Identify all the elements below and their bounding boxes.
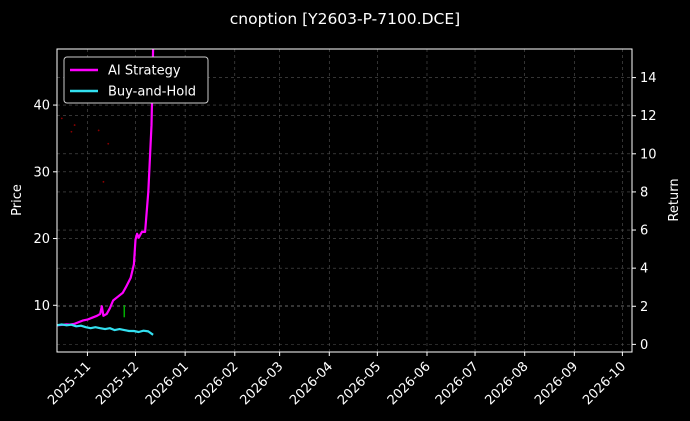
y2-tick-label: 6 <box>640 224 648 239</box>
y-tick-label: 40 <box>33 99 50 114</box>
y2-tick-label: 4 <box>640 262 648 277</box>
y-tick-label: 10 <box>33 299 50 314</box>
price-marker <box>70 130 73 133</box>
y2-tick-label: 8 <box>640 185 648 200</box>
series-line-ai-strategy <box>57 49 155 327</box>
chart-title: cnoption [Y2603-P-7100.DCE] <box>230 10 460 28</box>
series-line-buy-and-hold <box>57 323 154 336</box>
y-axis-label: Price <box>10 184 25 216</box>
y2-axis-label: Return <box>667 178 682 221</box>
price-marker <box>102 180 105 183</box>
legend-box <box>63 56 209 104</box>
y2-tick-label: 10 <box>640 147 657 162</box>
plot-frame <box>56 48 633 353</box>
price-marker <box>73 124 76 126</box>
y2-tick-label: 12 <box>640 109 657 124</box>
price-marker <box>60 117 63 120</box>
y2-tick-label: 0 <box>640 338 648 353</box>
plot-lines <box>57 49 155 336</box>
left-axis: 10 20 30 40 <box>33 99 57 314</box>
y-tick-label: 20 <box>33 232 50 247</box>
y2-tick-label: 2 <box>640 300 648 315</box>
y2-tick-label: 14 <box>640 71 657 86</box>
legend-label: Buy-and-Hold <box>108 85 196 100</box>
y-tick-label: 30 <box>33 165 50 180</box>
legend: AI Strategy Buy-and-Hold <box>63 56 209 104</box>
legend-label: AI Strategy <box>108 64 181 79</box>
price-marker <box>107 142 110 145</box>
price-marker <box>97 129 100 132</box>
right-axis: 0 2 4 6 8 10 12 14 <box>632 71 657 353</box>
